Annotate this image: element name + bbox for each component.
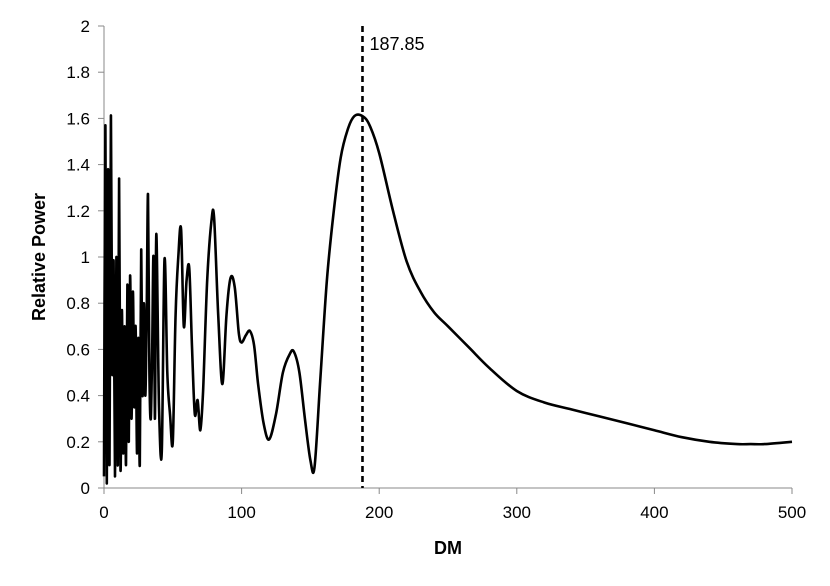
x-tick-label: 400 <box>640 503 668 522</box>
x-tick-label: 500 <box>778 503 806 522</box>
y-tick-label: 0.4 <box>66 387 90 406</box>
x-ticks: 0 100 200 300 400 500 <box>99 488 806 522</box>
y-tick-label: 1.2 <box>66 202 90 221</box>
y-tick-label: 1 <box>81 248 90 267</box>
x-tick-label: 200 <box>365 503 393 522</box>
y-tick-label: 1.8 <box>66 63 90 82</box>
y-tick-label: 0 <box>81 479 90 498</box>
y-axis-title: Relative Power <box>29 193 49 321</box>
y-tick-label: 2 <box>81 17 90 36</box>
x-tick-label: 0 <box>99 503 108 522</box>
y-tick-label: 1.6 <box>66 109 90 128</box>
series-line <box>102 113 793 485</box>
y-tick-label: 0.2 <box>66 433 90 452</box>
x-tick-label: 300 <box>503 503 531 522</box>
y-tick-label: 1.4 <box>66 156 90 175</box>
y-tick-label: 0.6 <box>66 340 90 359</box>
y-tick-label: 0.8 <box>66 294 90 313</box>
y-ticks: 0 0.2 0.4 0.6 0.8 1 1.2 1.4 1.6 1.8 2 <box>66 17 104 498</box>
x-axis-title: DM <box>434 538 462 558</box>
x-tick-label: 100 <box>227 503 255 522</box>
plot-area: 0 0.2 0.4 0.6 0.8 1 1.2 1.4 1.6 1.8 2 0 100 200 300 40… <box>66 17 806 522</box>
peak-annotation-label: 187.85 <box>369 34 424 54</box>
